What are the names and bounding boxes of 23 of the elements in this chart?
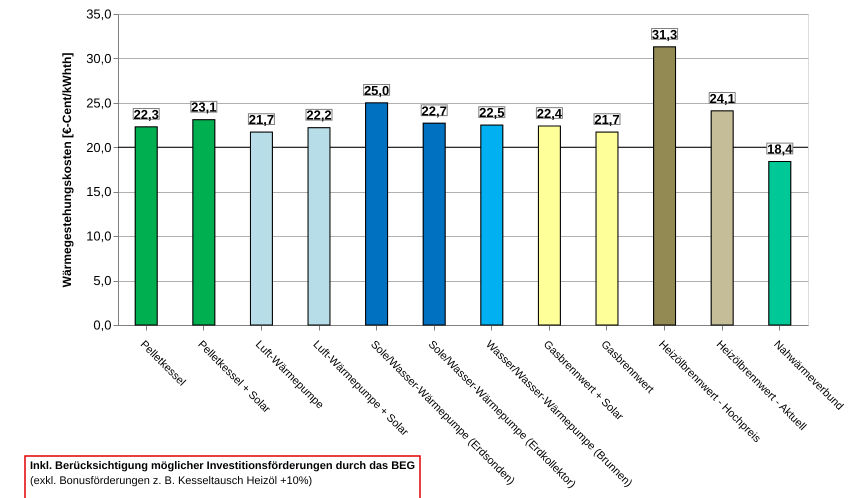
y-tick-label: 15,0 bbox=[86, 184, 112, 200]
data-label: 21,7 bbox=[248, 112, 274, 128]
y-tick-label: 0,0 bbox=[93, 318, 112, 332]
text: Inkl. Berücksichtigung möglicher Investitionsförderungen durch das BEG bbox=[30, 460, 416, 472]
y-tick-label: 30,0 bbox=[86, 50, 112, 66]
text: (exkl. Bonusförderungen z. B. Kesseltausch Heizöl +10%) bbox=[30, 475, 312, 487]
data-label: 22,5 bbox=[479, 105, 504, 120]
y-tick-label: 5,0 bbox=[93, 273, 112, 288]
data-label: 31,3 bbox=[652, 26, 678, 42]
data-label: 18,4 bbox=[767, 142, 794, 157]
y-tick-label: 20,0 bbox=[86, 140, 112, 155]
y-tick-label: 25,0 bbox=[86, 95, 112, 110]
y-axis-title: Wärmegestehungskosten [€-Cent/kWhth] bbox=[60, 52, 74, 288]
data-label: 25,0 bbox=[364, 82, 390, 98]
data-label: 22,4 bbox=[536, 106, 563, 121]
y-tick-label: 35,0 bbox=[86, 6, 112, 22]
data-label: 22,3 bbox=[134, 106, 159, 122]
data-label: 22,2 bbox=[306, 108, 332, 123]
y-tick-label: 10,0 bbox=[86, 228, 112, 244]
data-label: 24,1 bbox=[710, 90, 735, 106]
data-label: 21,7 bbox=[594, 112, 620, 128]
data-label: 23,1 bbox=[191, 100, 216, 115]
data-label: 22,7 bbox=[422, 103, 447, 118]
